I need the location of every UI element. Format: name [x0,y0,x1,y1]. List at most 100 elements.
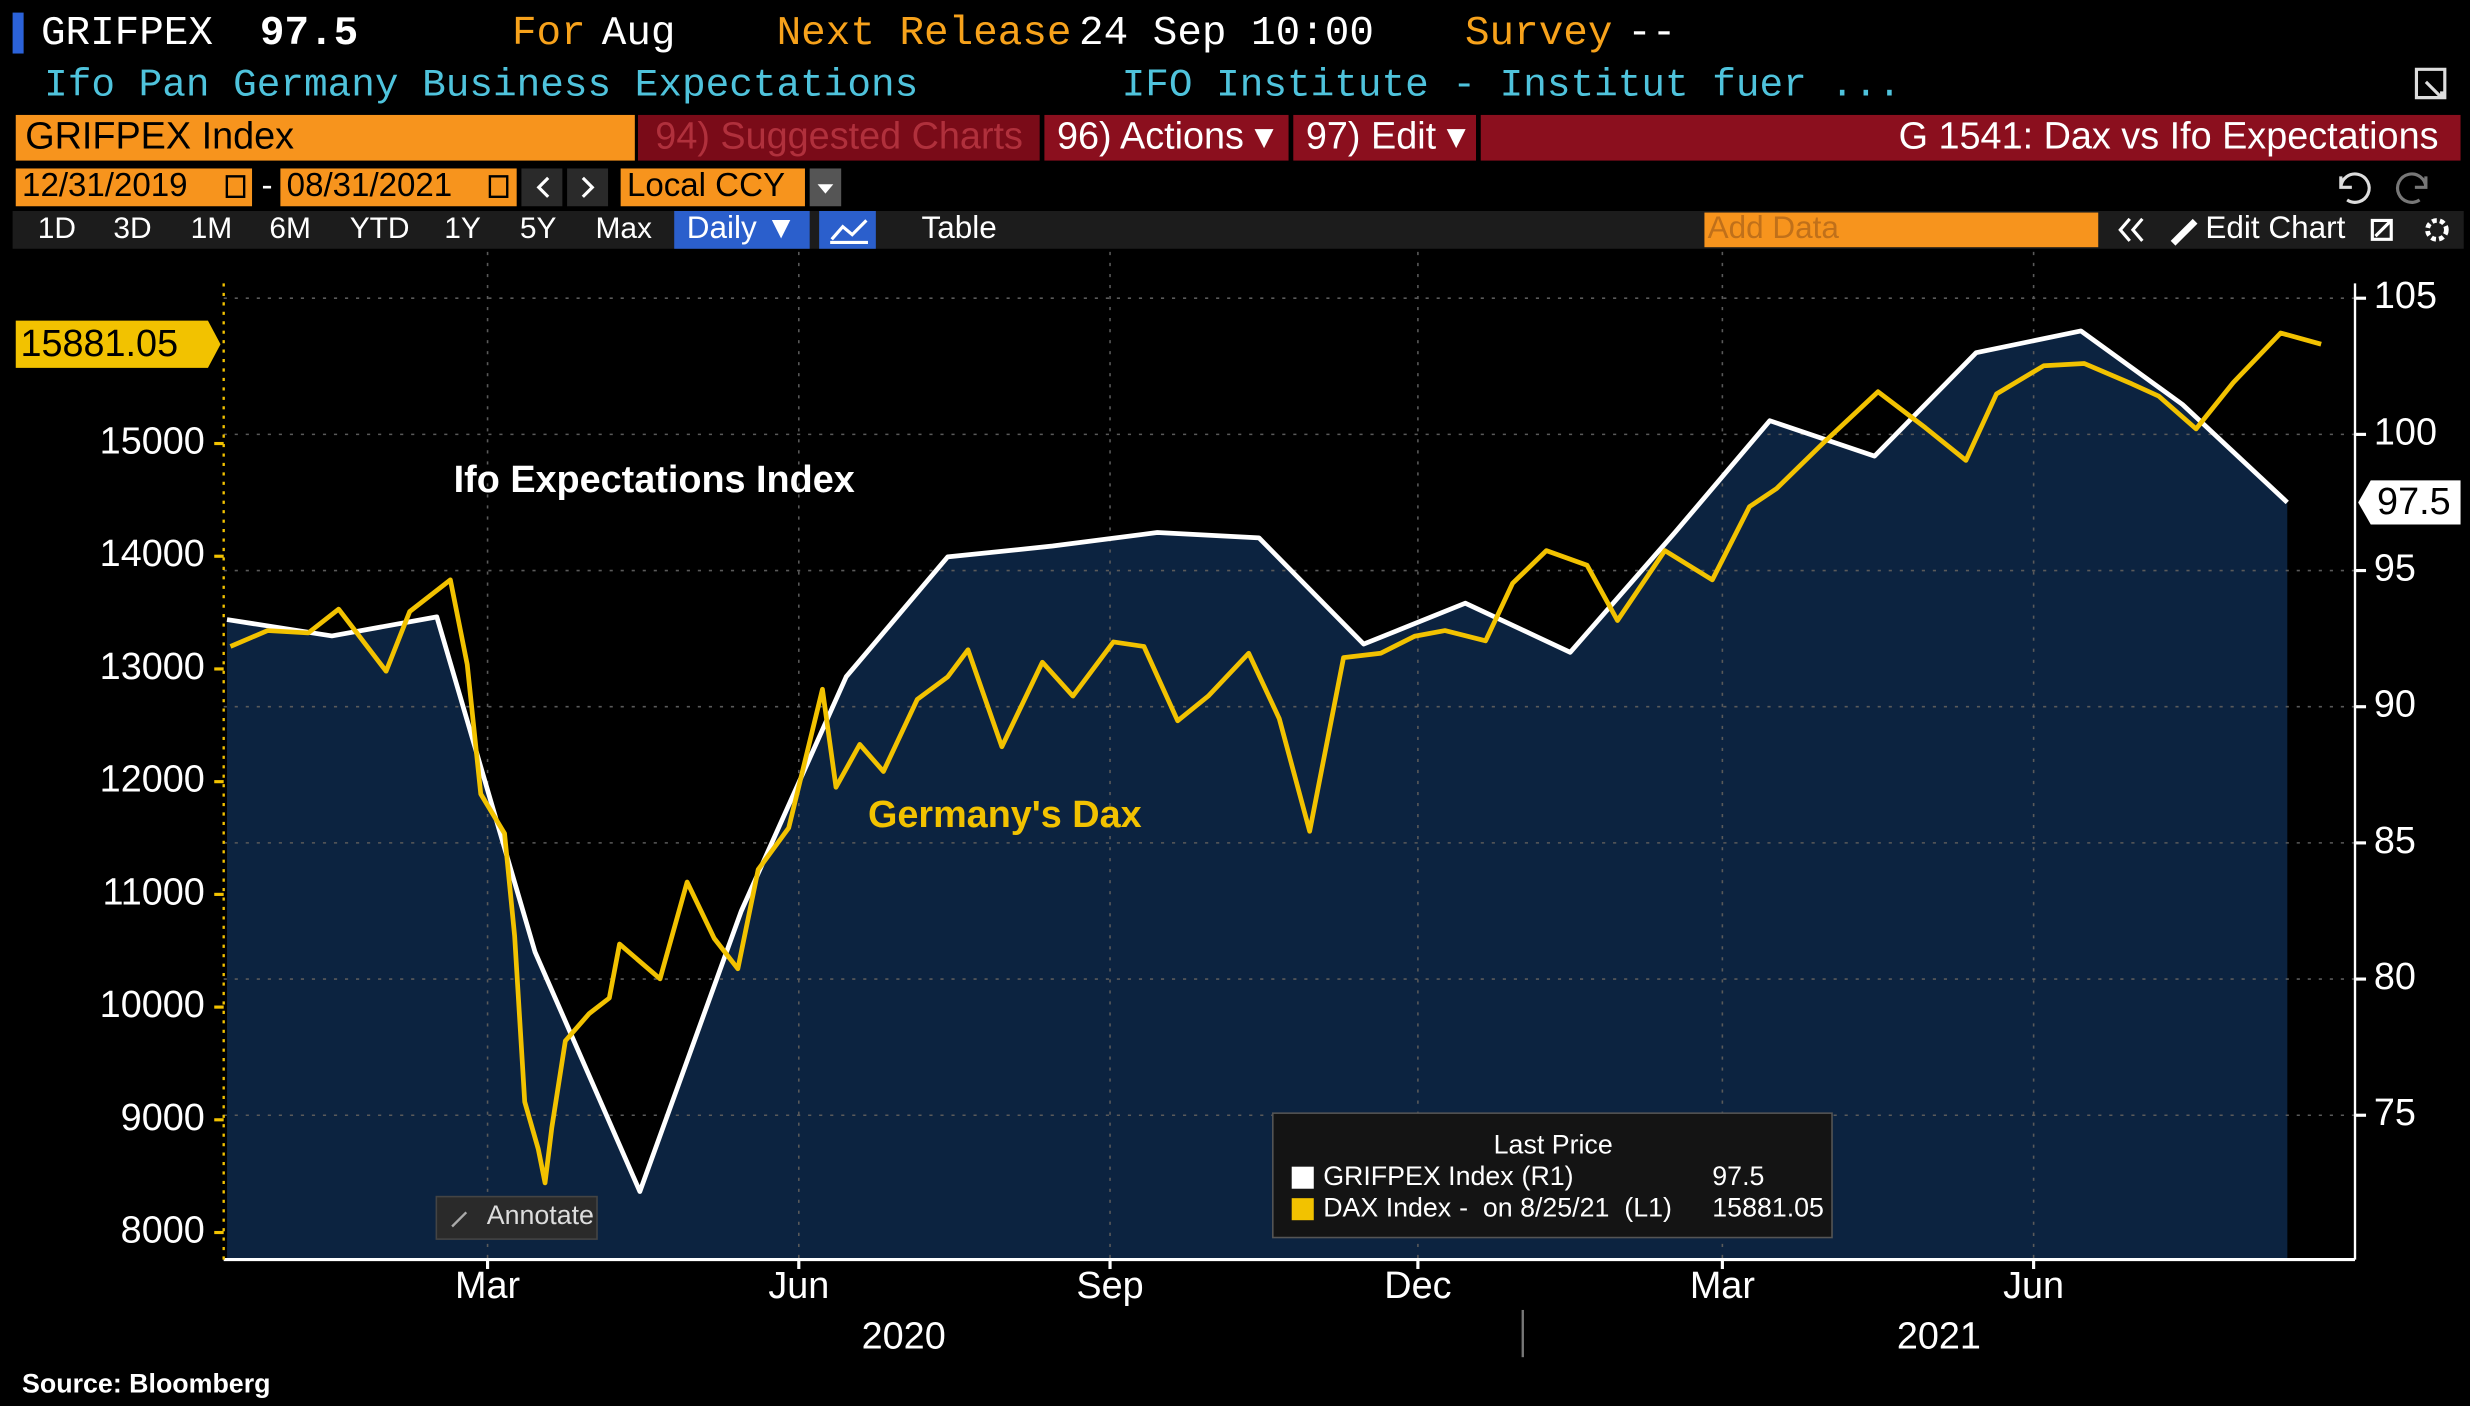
chart: 8000 9000 10000 11000 12000 13000 14000 15000 75… [15,251,2461,1357]
legend-label: GRIFPEX Index [1323,1161,1514,1191]
menu-button[interactable] [637,114,1040,161]
release-label: Next Release [777,11,1072,57]
end-date[interactable]: 08/31/2021 [287,167,453,204]
menu-label[interactable]: 94) Suggested Charts [655,116,1023,158]
calendar-icon[interactable] [488,175,509,198]
y-tick-label: 11000 [102,871,204,913]
x-tick-label: Mar [1690,1265,1755,1307]
dropdown-icon[interactable] [817,184,834,194]
settings-icon[interactable] [2425,218,2449,242]
marker [12,12,24,54]
y-tick-label: 13000 [100,646,205,688]
security[interactable]: GRIFPEX Index [25,116,294,158]
period-label: For [512,11,586,57]
date-separator: - [261,167,272,204]
period: Aug [602,11,676,57]
annotate-label[interactable]: Annotate [487,1200,594,1230]
range-button[interactable]: 1D [38,212,76,245]
last-value-label: 97.5 [2377,481,2451,523]
y2-tick-label: 95 [2374,548,2416,590]
last-value-tag [15,320,221,368]
range-buttons: 1D 3D 1M 6M YTD 1Y 5Y Max [38,212,652,245]
annotate-button[interactable] [435,1195,598,1240]
area [226,330,2288,1260]
y2-tick-label: 100 [2374,411,2437,453]
currency-box[interactable] [620,168,805,207]
year-label: 2020 [862,1315,946,1357]
range-button[interactable]: YTD [350,212,410,245]
range-button[interactable]: Max [595,212,652,245]
annotate-icon[interactable] [451,1211,468,1228]
range-button[interactable]: 1M [191,212,233,245]
next-icon[interactable] [581,176,595,198]
collapse-icon[interactable] [2118,217,2144,242]
frequency-box[interactable] [674,210,810,249]
add-data[interactable]: Add Data [1708,209,1840,245]
chart-name-box [1480,114,2461,161]
menu-label[interactable]: 97) Edit ▾ [1306,116,1466,158]
last-value-tag [2358,480,2461,525]
menu-button[interactable] [1293,114,1477,161]
legend-swatch [1291,1198,1314,1221]
edit-icon[interactable] [2370,218,2393,241]
chart-name: G 1541: Dax vs Ifo Expectations [1899,116,2439,158]
edit-chart[interactable]: Edit Chart [2205,209,2345,245]
prev-button[interactable] [521,168,563,207]
range-button[interactable]: 5Y [520,212,557,245]
add-data-box[interactable] [1704,212,2099,248]
currency[interactable]: Local CCY [627,167,785,204]
calendar-icon[interactable] [225,175,246,198]
ticker: GRIFPEX [41,11,213,57]
redo-icon[interactable] [2395,172,2428,204]
annotation: Ifo Expectations Index [454,459,855,501]
series-line [226,328,2289,1194]
y-tick-label: 12000 [100,759,205,801]
range-button[interactable]: 3D [113,212,151,245]
series-line [229,330,2322,1186]
range-button[interactable]: 6M [269,212,311,245]
legend-note: (R1) [1522,1161,1574,1191]
survey-label: Survey [1465,11,1612,57]
frequency[interactable]: Daily ▼ [687,209,797,245]
legend-box [1272,1112,1833,1239]
y-tick-label: 8000 [121,1210,205,1252]
legend-value: 97.5 [1712,1161,1764,1191]
undo-icon[interactable] [2339,172,2371,204]
popout-icon[interactable] [2414,67,2447,100]
pencil-icon[interactable] [2170,218,2198,246]
chart-type-icon[interactable] [830,219,868,245]
legend-note: - on 8/25/21 (L1) [1459,1192,1672,1222]
next-button[interactable] [567,168,609,207]
x-tick-label: Dec [1384,1265,1451,1307]
x-tick-label: Mar [455,1265,520,1307]
year-label: 2021 [1897,1315,1981,1357]
description: Ifo Pan Germany Business Expectations [44,62,918,107]
x-tick-label: Jun [768,1265,829,1307]
menu-label[interactable]: 96) Actions ▾ [1057,116,1273,158]
menu-button[interactable] [1044,114,1289,161]
y2-tick-label: 105 [2374,275,2437,317]
source: Source: Bloomberg [22,1369,270,1399]
x-tick-label: Sep [1076,1265,1143,1307]
y-tick-label: 9000 [121,1097,205,1139]
date-box[interactable] [15,168,253,207]
prev-icon[interactable] [536,176,550,198]
last-value: 97.5 [260,11,358,57]
source-org: IFO Institute - Institut fuer ... [1122,62,1902,107]
start-date[interactable]: 12/31/2019 [22,167,188,204]
legend-value: 15881.05 [1712,1192,1824,1222]
annotation: Germany's Dax [868,794,1142,836]
date-box[interactable] [280,168,517,207]
y-tick-label: 10000 [100,984,205,1026]
security-box[interactable] [15,114,635,161]
last-value-label: 15881.05 [20,323,178,365]
y-tick-label: 14000 [100,533,205,575]
y2-tick-label: 75 [2374,1092,2416,1134]
range-button[interactable]: 1Y [444,212,481,245]
release: 24 Sep 10:00 [1079,11,1374,57]
y-tick-label: 15000 [100,421,205,463]
table-button[interactable]: Table [922,209,997,245]
legend-swatch [1291,1166,1314,1189]
